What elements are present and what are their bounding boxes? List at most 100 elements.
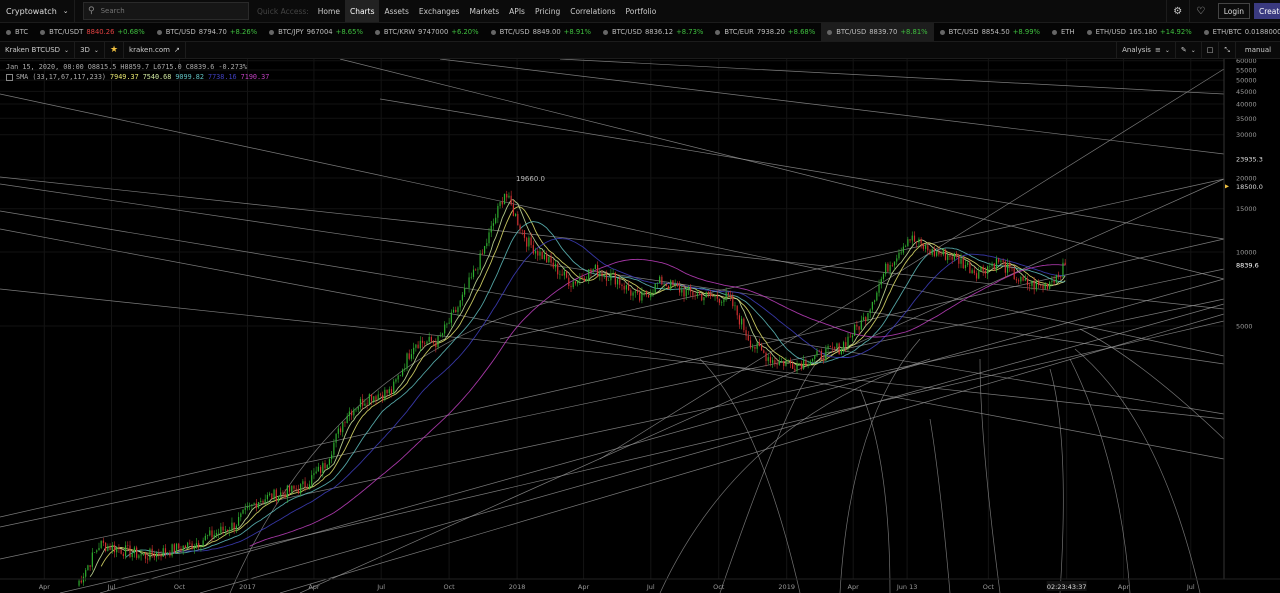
ticker-item[interactable]: BTC bbox=[0, 23, 34, 41]
candle-body bbox=[641, 291, 643, 301]
fib-arc[interactable] bbox=[1079, 328, 1225, 440]
candle-body bbox=[834, 347, 836, 349]
candle-body bbox=[1064, 262, 1066, 266]
sma-line bbox=[249, 258, 1066, 547]
ticker-item[interactable]: BTC/USD 8836.12 +8.73% bbox=[597, 23, 709, 41]
fib-arc[interactable] bbox=[839, 338, 921, 593]
trend-line[interactable] bbox=[59, 320, 1225, 593]
brand-menu[interactable]: Cryptowatch ⌄ bbox=[0, 0, 75, 22]
fib-arc[interactable] bbox=[1074, 348, 1201, 593]
time-axis[interactable]: Apr Jul Oct 2017 Apr Jul Oct 2018 Apr Jul Oct 2019 A… bbox=[0, 578, 1280, 591]
ticker-item[interactable]: ETH bbox=[1046, 23, 1081, 41]
trend-line[interactable] bbox=[0, 210, 1225, 415]
nav-markets[interactable]: Markets bbox=[469, 6, 500, 16]
create-account-button[interactable]: Create bbox=[1254, 3, 1280, 19]
ticker-item[interactable]: BTC/USD 8849.00 +8.91% bbox=[485, 23, 597, 41]
fib-arc[interactable] bbox=[1049, 368, 1064, 593]
candle-body bbox=[377, 394, 379, 400]
candle-body bbox=[572, 281, 574, 288]
nav-exchanges[interactable]: Exchanges bbox=[418, 6, 460, 16]
trend-line[interactable] bbox=[0, 268, 1225, 528]
market-select[interactable]: Kraken BTCUSD ⌄ bbox=[0, 42, 76, 58]
nav-charts[interactable]: Charts bbox=[344, 0, 380, 22]
coin-icon bbox=[827, 29, 833, 35]
candle-body bbox=[758, 342, 760, 347]
candle-body bbox=[102, 540, 105, 543]
fib-arc[interactable] bbox=[1069, 358, 1131, 593]
login-button[interactable]: Login bbox=[1217, 3, 1250, 19]
candle-body bbox=[787, 360, 789, 362]
fib-arc[interactable] bbox=[929, 418, 951, 593]
price-axis[interactable]: 60000 55000 50000 45000 40000 35000 30000 20000… bbox=[1223, 59, 1280, 593]
trend-line[interactable] bbox=[339, 59, 1225, 280]
trend-line[interactable] bbox=[0, 176, 1225, 310]
candle-body bbox=[967, 262, 969, 265]
fullscreen-button[interactable]: ⤡ bbox=[1218, 42, 1235, 58]
candle-body bbox=[769, 357, 772, 363]
fib-arc[interactable] bbox=[979, 358, 1001, 593]
nav-correlations[interactable]: Correlations bbox=[570, 6, 616, 16]
candles-layer: 19660.0 bbox=[78, 175, 1066, 587]
coin-icon bbox=[1086, 29, 1092, 35]
period-select[interactable]: 3D ⌄ bbox=[75, 42, 105, 58]
drawing-tools-menu[interactable]: ✎ ⌄ bbox=[1174, 42, 1201, 58]
price-chart[interactable]: 19660.0 60000 55000 50000 45000 40000 35000 30… bbox=[0, 59, 1280, 593]
trend-line[interactable] bbox=[299, 178, 1225, 593]
ticker-item[interactable]: BTC/USDT 8840.26 +0.68% bbox=[34, 23, 151, 41]
search-box[interactable]: ⚲ bbox=[83, 2, 249, 20]
layout-button[interactable]: □ bbox=[1200, 42, 1219, 58]
candle-body bbox=[851, 335, 854, 338]
nav-assets[interactable]: Assets bbox=[384, 6, 409, 16]
candle-body bbox=[437, 335, 439, 348]
trend-line[interactable] bbox=[0, 238, 1225, 518]
trend-line[interactable] bbox=[0, 298, 1225, 560]
nav-pricing[interactable]: Pricing bbox=[534, 6, 561, 16]
ticker-item[interactable]: ETH/USD 165.180 +14.92% bbox=[1081, 23, 1198, 41]
ticker-item[interactable]: BTC/USD 8794.70 +8.26% bbox=[151, 23, 263, 41]
trend-line[interactable] bbox=[0, 288, 1225, 420]
trend-line[interactable] bbox=[559, 59, 1225, 95]
candle-body bbox=[998, 258, 1000, 262]
candle-body bbox=[987, 266, 989, 274]
analysis-menu[interactable]: Analysis ≡ ⌄ bbox=[1116, 42, 1175, 58]
trend-line[interactable] bbox=[599, 68, 1225, 460]
exchange-link[interactable]: kraken.com ↗ bbox=[124, 42, 186, 58]
candle-body bbox=[944, 249, 947, 260]
nav-home[interactable]: Home bbox=[317, 6, 340, 16]
trend-line[interactable] bbox=[0, 93, 1225, 357]
fib-arc[interactable] bbox=[719, 358, 821, 593]
trend-line[interactable] bbox=[0, 228, 1225, 460]
nav-portfolio[interactable]: Portfolio bbox=[625, 6, 657, 16]
candle-body bbox=[823, 359, 825, 361]
trend-line[interactable] bbox=[499, 178, 1225, 340]
nav-apis[interactable]: APIs bbox=[509, 6, 525, 16]
indicator-toggle-icon[interactable] bbox=[6, 73, 13, 81]
gear-icon[interactable]: ⚙ bbox=[1165, 0, 1189, 22]
trend-line[interactable] bbox=[279, 313, 1225, 593]
coin-icon bbox=[1052, 29, 1057, 35]
candle-body bbox=[302, 481, 304, 485]
fib-arc[interactable] bbox=[859, 388, 891, 593]
favorite-button[interactable]: ★ bbox=[105, 42, 125, 58]
time-tick-label: Jul bbox=[1186, 583, 1195, 591]
trend-line[interactable] bbox=[99, 278, 1225, 593]
scale-mode-button[interactable]: manual bbox=[1235, 42, 1280, 58]
ticker-item[interactable]: BTC/USD 8839.70 +8.81% bbox=[821, 23, 934, 41]
ticker-item[interactable]: BTC/KRW 9747000 +6.20% bbox=[369, 23, 485, 41]
trend-line[interactable] bbox=[199, 303, 1225, 593]
search-input[interactable] bbox=[98, 6, 243, 16]
candle-body bbox=[333, 442, 335, 455]
ticker-item[interactable]: BTC/EUR 7938.20 +8.68% bbox=[709, 23, 821, 41]
ticker-item[interactable]: BTC/USD 8854.50 +8.99% bbox=[934, 23, 1046, 41]
trend-line[interactable] bbox=[439, 59, 1225, 155]
bell-icon[interactable]: ♡ bbox=[1188, 0, 1212, 22]
candle-body bbox=[636, 291, 639, 293]
fib-arc[interactable] bbox=[659, 358, 931, 593]
trend-line[interactable] bbox=[379, 98, 1225, 240]
alert-marker-icon[interactable] bbox=[1225, 184, 1229, 189]
fib-arc[interactable] bbox=[699, 358, 801, 593]
ticker-item[interactable]: BTC/JPY 967004 +8.65% bbox=[263, 23, 369, 41]
candle-body bbox=[816, 350, 818, 356]
candle-body bbox=[209, 530, 211, 536]
